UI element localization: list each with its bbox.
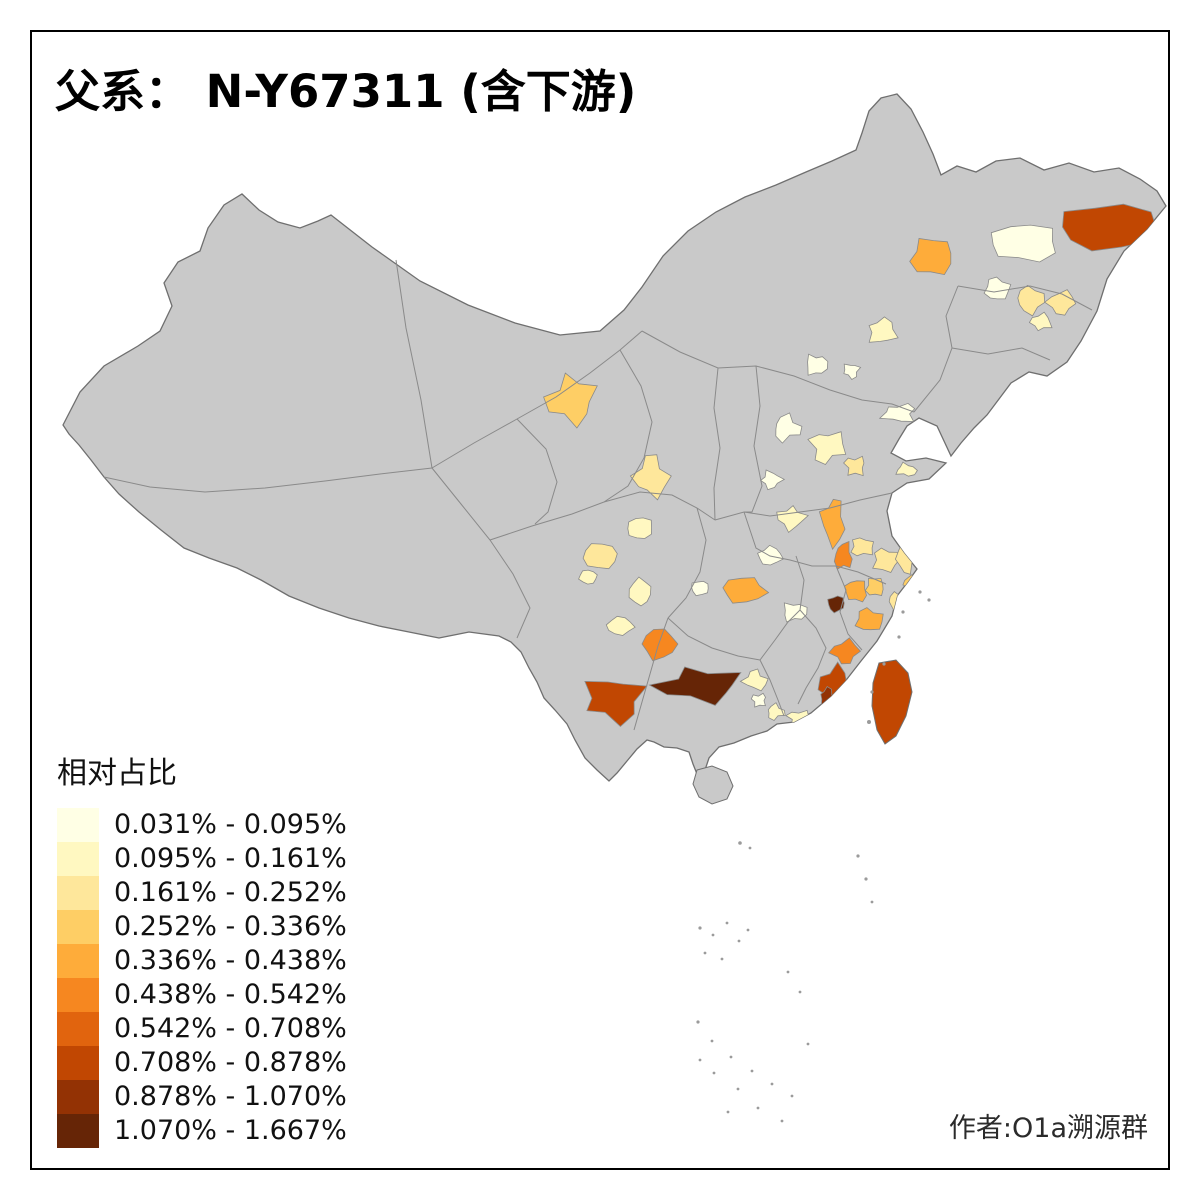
legend-label: 0.252% - 0.336%	[114, 911, 347, 942]
legend-bin: 0.095% - 0.161%	[57, 842, 347, 876]
legend-label: 0.542% - 0.708%	[114, 1013, 347, 1044]
legend-bin: 1.070% - 1.667%	[57, 1114, 347, 1148]
legend-swatch	[57, 808, 99, 842]
legend-bin: 0.542% - 0.708%	[57, 1012, 347, 1046]
legend-bin: 0.161% - 0.252%	[57, 876, 347, 910]
map-region	[868, 316, 899, 343]
south-china-sea-islets	[696, 590, 931, 1123]
legend-swatch	[57, 1046, 99, 1080]
map-region	[807, 431, 847, 465]
legend-swatch	[57, 1114, 99, 1148]
map-region	[833, 540, 853, 570]
map-region	[767, 702, 786, 722]
legend-title: 相对占比	[57, 756, 177, 791]
legend-label: 0.438% - 0.542%	[114, 979, 347, 1010]
map-region	[878, 402, 916, 422]
legend-bin: 0.878% - 1.070%	[57, 1080, 347, 1114]
map-region	[909, 238, 952, 276]
china-mainland	[62, 93, 1167, 782]
map-region	[641, 628, 679, 662]
map-region	[776, 504, 809, 534]
map-region	[895, 461, 918, 477]
legend-label: 0.336% - 0.438%	[114, 945, 347, 976]
attribution: 作者:O1a溯源群	[948, 1113, 1148, 1144]
map-region	[1028, 311, 1053, 332]
legend-swatch	[57, 842, 99, 876]
hainan-island	[692, 765, 734, 805]
map-region	[582, 543, 618, 570]
legend-swatch	[57, 944, 99, 978]
legend-swatch	[57, 910, 99, 944]
legend-label: 0.095% - 0.161%	[114, 843, 347, 874]
legend-swatch	[57, 1080, 99, 1114]
map-region	[648, 666, 742, 706]
map-region	[578, 569, 598, 585]
legend-label: 0.708% - 0.878%	[114, 1047, 347, 1078]
province-borders	[103, 259, 1093, 731]
legend-bin: 0.708% - 0.878%	[57, 1046, 347, 1080]
map-region	[722, 577, 770, 604]
map-region	[990, 224, 1056, 263]
legend-label: 0.161% - 0.252%	[114, 877, 347, 908]
legend-bin: 0.336% - 0.438%	[57, 944, 347, 978]
legend-bin: 0.252% - 0.336%	[57, 910, 347, 944]
map-region	[605, 615, 636, 636]
map-region	[983, 276, 1012, 300]
legend: 相对占比 0.031% - 0.095% 0.095% - 0.161% 0.161…	[57, 748, 347, 1148]
map-region	[543, 372, 598, 429]
legend-bin: 0.031% - 0.095%	[57, 808, 347, 842]
map-region	[854, 607, 884, 631]
map-region	[759, 469, 786, 491]
map-region	[843, 455, 865, 477]
map-region	[850, 537, 874, 557]
legend-label: 1.070% - 1.667%	[114, 1115, 347, 1146]
map-region	[807, 353, 829, 376]
legend-label: 0.878% - 1.070%	[114, 1081, 347, 1112]
map-region	[628, 576, 652, 607]
map-region	[818, 498, 846, 551]
map-region	[627, 517, 652, 539]
legend-swatch	[57, 978, 99, 1012]
map-region	[1044, 289, 1077, 316]
legend-swatch	[57, 1012, 99, 1046]
map-region	[691, 580, 709, 597]
map-region	[750, 692, 766, 708]
legend-label: 0.031% - 0.095%	[114, 809, 347, 840]
page-title: 父系： N-Y67311 (含下游)	[55, 65, 637, 118]
legend-bin: 0.438% - 0.542%	[57, 978, 347, 1012]
landmass-group	[62, 93, 1167, 805]
taiwan-island	[871, 659, 913, 745]
map-region	[629, 454, 672, 501]
map-region	[828, 637, 862, 665]
map-region	[783, 602, 808, 623]
legend-rows: 0.031% - 0.095% 0.095% - 0.161% 0.161% - 0…	[57, 808, 347, 1148]
legend-swatch	[57, 876, 99, 910]
map-region	[775, 412, 803, 444]
map-region	[843, 363, 862, 381]
map-region	[739, 668, 769, 692]
